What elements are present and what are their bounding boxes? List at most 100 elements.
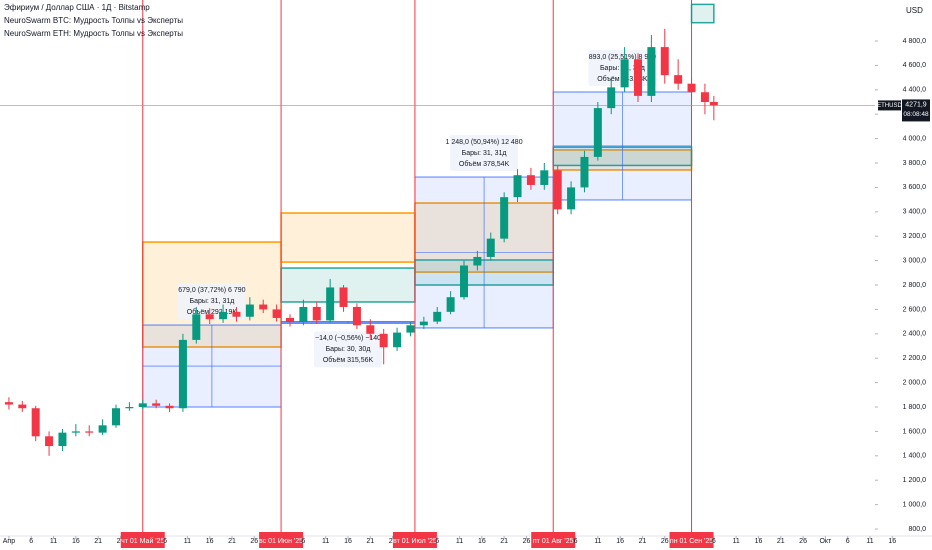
candle-body	[486, 238, 495, 257]
symbol-badge	[878, 100, 901, 111]
x-tick-label: пн 01 Сен '25	[670, 538, 713, 545]
y-tick-label: 3 200,0	[903, 233, 926, 240]
x-tick-label: 26	[523, 538, 531, 545]
candle-body	[580, 156, 589, 188]
candle-body	[112, 408, 120, 426]
candle-body	[71, 431, 80, 433]
x-tick-label: 6	[29, 538, 33, 545]
x-tick-label: 21	[366, 538, 374, 545]
y-tick-label: 4 400,0	[903, 87, 926, 94]
x-tick-label: 11	[594, 538, 601, 545]
candle-body	[620, 59, 629, 88]
y-tick-label: 2 400,0	[903, 331, 926, 338]
y-tick-label: 4 800,0	[903, 38, 926, 45]
candle-body	[312, 306, 321, 321]
x-tick-label: 16	[344, 538, 352, 545]
candle-body	[339, 287, 348, 307]
x-tick-label: 6	[163, 538, 167, 545]
candle-body	[192, 314, 201, 340]
measure-label: −14,0 (−0,56%) −140	[315, 335, 381, 342]
x-tick-highlight	[392, 532, 437, 548]
candle-body	[687, 83, 696, 93]
candle-body	[393, 332, 402, 348]
zone	[280, 212, 416, 263]
x-tick-highlight	[120, 532, 165, 548]
measure-label-bg	[177, 283, 246, 320]
candle-body	[419, 321, 428, 326]
y-tick-label: 3 000,0	[903, 257, 926, 264]
candle-body	[660, 47, 669, 76]
candle-body	[259, 304, 268, 310]
measure-label: 1 248,0 (50,94%) 12 480	[446, 139, 523, 146]
candle-body	[45, 436, 54, 447]
x-tick-label: Апр	[3, 538, 15, 545]
candle-body	[460, 265, 468, 298]
candle-body	[31, 408, 40, 437]
candle-body	[4, 402, 13, 405]
x-tick-label: 11	[184, 538, 191, 545]
x-tick-label: 6	[435, 538, 439, 545]
x-tick-label: 11	[322, 538, 329, 545]
x-tick-label: 11	[456, 538, 463, 545]
indicator-label: NeuroSwarm BTC: Мудрость Толпы vs Экспер…	[4, 16, 183, 25]
candle-body	[433, 311, 442, 322]
last-price-label: 4271,9	[905, 101, 927, 108]
y-tick-label: 4 600,0	[903, 62, 926, 69]
candle-body	[352, 306, 361, 326]
x-tick-label: 6	[301, 538, 305, 545]
candle-body	[553, 170, 562, 210]
candle-body	[526, 175, 535, 185]
y-tick-label: 1 800,0	[903, 404, 926, 411]
candle-body	[709, 101, 718, 106]
candle-body	[286, 317, 294, 322]
candle-body	[500, 197, 509, 239]
candle-body	[85, 431, 94, 433]
candle-body	[406, 325, 415, 333]
x-tick-label: 16	[72, 538, 80, 545]
x-tick-label: 26	[661, 538, 669, 545]
y-tick-label: 4 000,0	[903, 135, 926, 142]
candle-body	[446, 297, 455, 312]
measure-label: Объём 378,54K	[459, 160, 510, 168]
x-tick-highlight	[669, 532, 714, 548]
candle-body	[567, 187, 576, 210]
candle-body	[272, 309, 281, 318]
candle-body	[700, 92, 709, 102]
x-tick-label: 6	[574, 538, 578, 545]
measure-label: 893,0 (25,51%) 8 930	[589, 54, 656, 61]
x-tick-label: 16	[888, 538, 896, 545]
measure-label: 679,0 (37,72%) 6 790	[178, 287, 245, 294]
candle-body	[138, 403, 147, 408]
x-tick-label: 26	[117, 538, 125, 545]
candle-body	[98, 425, 107, 433]
x-tick-label: 11	[50, 538, 57, 545]
x-tick-label: 11	[866, 538, 873, 545]
candle-body	[152, 403, 161, 406]
x-tick-label: 16	[206, 538, 214, 545]
candle-body	[18, 404, 27, 409]
candle-body	[647, 47, 656, 96]
measure-label: Бары: 30, 30д	[326, 346, 371, 353]
measure-label-bg	[314, 331, 382, 368]
x-tick-highlight	[531, 532, 576, 548]
candle-body	[634, 59, 642, 96]
y-tick-label: 1 000,0	[903, 501, 926, 508]
measure-label: Объём 315,56K	[323, 356, 374, 364]
y-tick-label: 1 200,0	[903, 477, 926, 484]
y-tick-label: 800,0	[908, 526, 926, 533]
x-tick-label: чт 01 Май '25	[121, 537, 164, 545]
x-tick-label: 26	[389, 538, 397, 545]
zone	[690, 3, 715, 24]
y-tick-label: 3 800,0	[903, 160, 926, 167]
measure-label-bg	[450, 135, 519, 172]
candle-body	[165, 405, 174, 409]
x-tick-label: пт 01 Авг '25	[533, 538, 574, 545]
measure-label: Бары: 31, 31д	[462, 150, 507, 157]
x-tick-label: 16	[755, 538, 763, 545]
measure-label: Объём 292,19K	[187, 308, 238, 316]
candle-body	[58, 432, 67, 447]
candle-body	[205, 314, 214, 320]
y-tick-label: 3 600,0	[903, 184, 926, 191]
